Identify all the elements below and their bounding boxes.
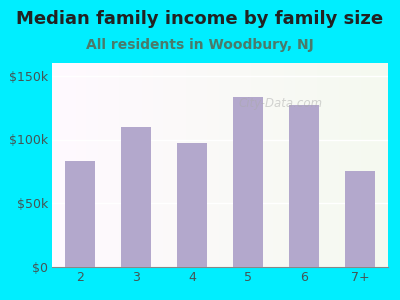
Text: City-Data.com: City-Data.com — [238, 97, 322, 110]
Bar — [121, 127, 151, 267]
Bar — [177, 143, 208, 267]
Bar — [64, 161, 96, 267]
Bar — [233, 98, 264, 267]
Bar — [344, 171, 375, 267]
Bar — [289, 105, 320, 267]
Text: Median family income by family size: Median family income by family size — [16, 11, 384, 28]
Text: All residents in Woodbury, NJ: All residents in Woodbury, NJ — [86, 38, 314, 52]
